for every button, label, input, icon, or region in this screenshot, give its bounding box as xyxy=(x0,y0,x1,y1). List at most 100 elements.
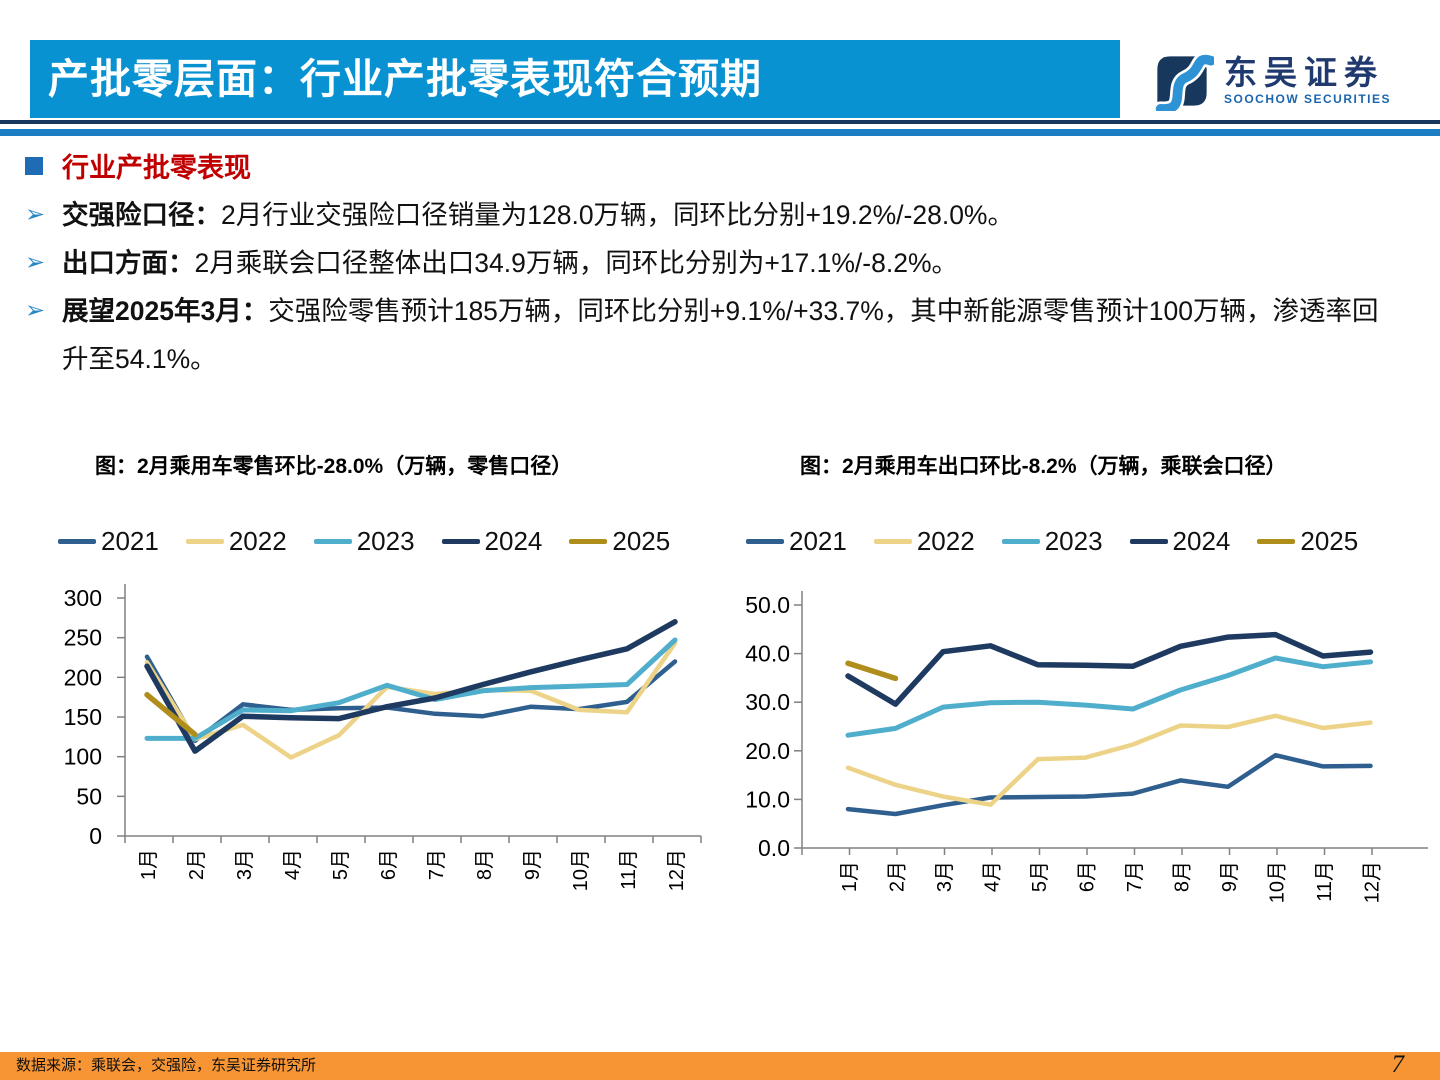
legend-year-label: 2024 xyxy=(484,526,543,556)
series-line-2022 xyxy=(845,713,1373,807)
legend-item-2023: 2023 xyxy=(313,526,415,557)
x-tick-label: 5月 xyxy=(330,849,352,880)
x-tick-label: 3月 xyxy=(934,861,956,892)
legend-year-label: 2023 xyxy=(1044,526,1103,556)
chart-title: 图：2月乘用车零售环比-28.0%（万辆，零售口径） xyxy=(95,455,573,478)
y-tick-label: 0 xyxy=(89,823,102,849)
x-tick-label: 6月 xyxy=(378,849,400,880)
bullet-label: 展望2025年3月： xyxy=(62,296,269,326)
arrow-bullet-icon: ➢ xyxy=(25,201,46,228)
arrow-bullet-icon: ➢ xyxy=(25,249,46,276)
x-tick-label: 9月 xyxy=(522,849,544,880)
y-tick-label: 20.0 xyxy=(745,738,790,764)
y-tick-label: 200 xyxy=(64,664,102,690)
legend-dash-icon xyxy=(185,539,224,544)
x-tick-label: 8月 xyxy=(1172,861,1194,892)
series-line-2024 xyxy=(845,631,1374,707)
x-tick-label: 10月 xyxy=(1267,861,1289,903)
y-tick-label: 50 xyxy=(76,783,102,809)
section-title: 行业产批零表现 xyxy=(62,153,251,183)
legend-year-label: 2023 xyxy=(356,526,415,556)
header-divider-blue xyxy=(0,129,1440,136)
legend-item-2022: 2022 xyxy=(873,526,975,557)
legend-item-2024: 2024 xyxy=(1129,526,1231,557)
x-tick-label: 5月 xyxy=(1029,861,1051,892)
legend-year-label: 2022 xyxy=(916,526,975,556)
x-tick-label: 2月 xyxy=(887,861,909,892)
x-tick-label: 4月 xyxy=(282,849,304,880)
legend-year-label: 2021 xyxy=(101,526,159,556)
retail-chart: 图：2月乘用车零售环比-28.0%（万辆，零售口径） 2021 2022 2023 2… xyxy=(40,450,730,965)
axes xyxy=(801,591,1428,849)
series-line-2023 xyxy=(845,655,1373,738)
series-line-2023 xyxy=(144,637,678,741)
x-tick-label: 6月 xyxy=(1077,861,1099,892)
x-axis-ticks xyxy=(124,836,702,843)
y-axis-labels: 0.0 10.0 20.0 30.0 40.0 50.0 xyxy=(745,592,802,861)
series-line-2021 xyxy=(845,752,1373,817)
legend-year-label: 2025 xyxy=(612,526,671,556)
square-bullet-icon xyxy=(25,156,43,175)
legend-item-2022: 2022 xyxy=(185,526,287,557)
legend-item-2024: 2024 xyxy=(441,526,543,557)
x-tick-label: 12月 xyxy=(1362,861,1384,903)
x-tick-label: 3月 xyxy=(234,849,256,880)
y-tick-label: 10.0 xyxy=(745,786,790,812)
bullet-list: ➢ 交强险口径：2月行业交强险口径销量为128.0万辆，同环比分别+19.2%/-… xyxy=(25,191,1385,383)
x-tick-label: 4月 xyxy=(982,861,1004,892)
legend-item-2025: 2025 xyxy=(1257,526,1358,557)
legend-item-2021: 2021 xyxy=(58,526,159,557)
y-tick-label: 0.0 xyxy=(758,835,790,861)
x-tick-label: 8月 xyxy=(474,849,496,880)
x-tick-label: 11月 xyxy=(618,849,640,890)
bullet-export: ➢ 出口方面：2月乘联会口径整体出口34.9万辆，同环比分别为+17.1%/-8.… xyxy=(25,239,1385,287)
legend-year-label: 2022 xyxy=(228,526,287,556)
legend-item-2025: 2025 xyxy=(569,526,670,557)
y-tick-label: 30.0 xyxy=(745,689,790,715)
x-axis-ticks xyxy=(801,848,1373,855)
bullet-outlook: ➢ 展望2025年3月：交强险零售预计185万辆，同环比分别+9.1%/+33.7… xyxy=(25,287,1385,383)
x-tick-label: 7月 xyxy=(426,849,448,880)
bullet-text: 交强险零售预计185万辆，同环比分别+9.1%/+33.7%，其中新能源零售预计… xyxy=(62,296,1379,374)
chart-legend: 2021 2022 2023 2024 2025 xyxy=(746,526,1385,557)
legend-dash-icon xyxy=(1257,539,1296,544)
retail-line-chart-canvas: 0 50 100 150 200 250 300 1月 2月 3月 4月 5月 6月 7月 8月 9月 10月 1… xyxy=(64,584,702,891)
x-tick-label: 11月 xyxy=(1314,861,1336,902)
series-line-2021 xyxy=(144,654,678,744)
bullet-text: 2月行业交强险口径销量为128.0万辆，同环比分别+19.2%/-28.0%。 xyxy=(221,200,1014,230)
x-tick-label: 1月 xyxy=(138,849,160,880)
series-line-2025 xyxy=(845,660,899,682)
y-tick-label: 150 xyxy=(64,704,102,730)
chart-title: 图：2月乘用车出口环比-8.2%（万辆，乘联会口径） xyxy=(800,455,1287,478)
y-tick-label: 250 xyxy=(64,625,102,651)
bullet-label: 交强险口径： xyxy=(62,200,221,230)
x-tick-label: 2月 xyxy=(186,849,208,880)
soochow-logo-icon xyxy=(1153,52,1214,111)
legend-dash-icon xyxy=(1129,539,1168,544)
section-header: 行业产批零表现 xyxy=(25,146,251,185)
legend-dash-icon xyxy=(746,539,784,544)
y-tick-label: 300 xyxy=(64,585,102,611)
legend-year-label: 2024 xyxy=(1172,526,1231,556)
x-tick-label: 1月 xyxy=(839,861,861,892)
y-tick-label: 100 xyxy=(64,744,102,770)
y-tick-label: 40.0 xyxy=(745,641,790,667)
legend-dash-icon xyxy=(873,539,912,544)
logo-text-cn: 东吴证券 xyxy=(1224,54,1384,91)
bullet-label: 出口方面： xyxy=(62,248,195,278)
export-line-chart-canvas: 0.0 10.0 20.0 30.0 40.0 50.0 1月 2月 3月 4月 5月 6月 7月 8月 9… xyxy=(745,591,1428,903)
series-line-2024 xyxy=(144,619,678,754)
x-tick-label: 10月 xyxy=(570,849,592,891)
legend-dash-icon xyxy=(1001,539,1040,544)
legend-year-label: 2025 xyxy=(1300,526,1359,556)
data-source-note: 数据来源：乘联会，交强险，东吴证券研究所 xyxy=(16,1057,317,1074)
page-number: 7 xyxy=(1391,1051,1405,1078)
x-axis-labels: 1月 2月 3月 4月 5月 6月 7月 8月 9月 10月 11月 12月 xyxy=(839,861,1384,903)
x-tick-label: 12月 xyxy=(666,849,688,891)
legend-year-label: 2021 xyxy=(789,526,847,556)
export-chart: 图：2月乘用车出口环比-8.2%（万辆，乘联会口径） 2021 2022 2023 2… xyxy=(740,450,1440,965)
company-logo: 东吴证券 SOOCHOW SECURITIES xyxy=(1150,50,1391,112)
legend-dash-icon xyxy=(569,539,608,544)
logo-text-en: SOOCHOW SECURITIES xyxy=(1224,92,1392,106)
y-axis-labels: 0 50 100 150 200 250 300 xyxy=(64,585,125,849)
